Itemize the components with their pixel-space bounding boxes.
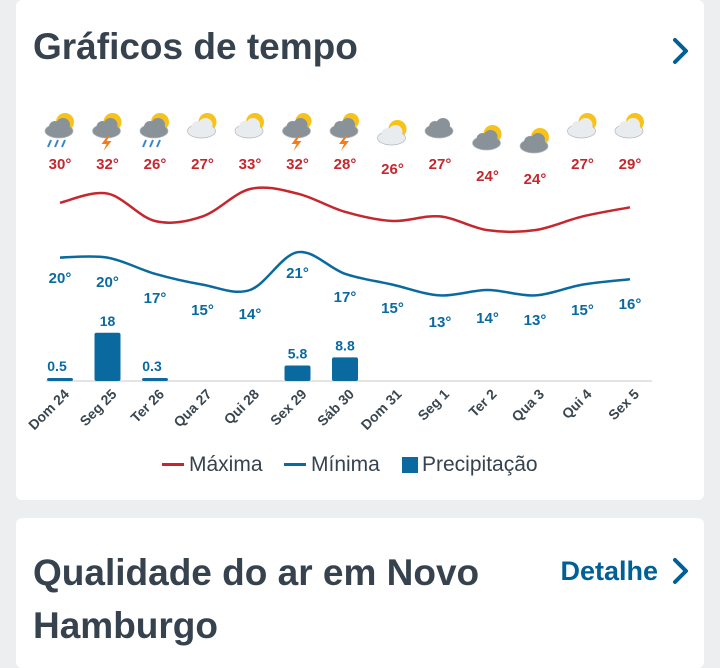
x-tick-label: Sáb 30 (314, 386, 357, 429)
chevron-right-icon[interactable] (670, 556, 692, 586)
precip-bar (47, 378, 73, 381)
max-temp-label: 29° (619, 156, 642, 173)
min-temp-label: 15° (191, 302, 214, 319)
max-temp-label: 28° (334, 156, 357, 173)
max-temp-label: 24° (524, 171, 547, 188)
chevron-right-icon[interactable] (670, 36, 692, 66)
max-temp-label: 26° (381, 161, 404, 178)
legend-swatch (162, 463, 184, 466)
weather-charts-title: Gráficos de tempo (33, 26, 358, 67)
precip-bar (142, 378, 168, 381)
partly-cloudy-icon (234, 113, 264, 139)
max-temp-label: 27° (429, 156, 452, 173)
cloudy-sun-icon (519, 128, 549, 154)
max-temp-label: 24° (476, 168, 499, 185)
legend-swatch (402, 457, 418, 473)
min-temp-label: 20° (96, 274, 119, 291)
legend-swatch (284, 463, 306, 466)
storm-sun-icon (92, 113, 122, 151)
precip-bar (94, 332, 121, 381)
x-tick-label: Sex 29 (267, 386, 310, 429)
precip-label: 5.8 (288, 345, 308, 361)
x-tick-label: Sex 5 (605, 386, 642, 423)
x-tick-label: Seg 25 (76, 386, 119, 429)
max-temp-label: 27° (571, 156, 594, 173)
min-temp-label: 17° (334, 289, 357, 306)
cloudy-sun-icon (472, 125, 502, 151)
x-tick-label: Qui 4 (559, 386, 595, 422)
max-temp-line (59, 186, 631, 234)
max-temp-label: 32° (286, 156, 309, 173)
x-tick-label: Qua 27 (170, 386, 214, 430)
air-quality-title: Qualidade do ar em Novo Hamburgo (33, 552, 480, 646)
x-tick-label: Qui 28 (221, 386, 263, 428)
max-temp-label: 33° (239, 156, 262, 173)
storm-icon (282, 113, 312, 151)
partly-cloudy-icon (377, 120, 407, 146)
precip-label: 0.5 (47, 358, 67, 374)
min-temp-line (59, 250, 631, 297)
min-temp-label: 14° (476, 310, 499, 327)
x-tick-label: Ter 26 (127, 386, 167, 426)
x-tick-label: Dom 24 (25, 386, 72, 433)
min-temp-label: 16° (619, 296, 642, 313)
min-temp-label: 20° (49, 270, 72, 287)
storm-icon (329, 113, 359, 151)
min-temp-label: 15° (571, 302, 594, 319)
min-temp-label: 21° (286, 265, 309, 282)
max-temp-label: 27° (191, 156, 214, 173)
legend-label: Mínima (311, 453, 380, 476)
cloudy-icon (424, 118, 454, 139)
legend-label: Precipitação (422, 453, 538, 476)
min-temp-label: 13° (429, 314, 452, 331)
legend-label: Máxima (189, 453, 263, 476)
precip-bar (284, 365, 311, 381)
rain-icon (139, 113, 169, 148)
partly-cloudy-icon (567, 113, 597, 139)
x-tick-label: Qua 3 (508, 386, 547, 425)
partly-cloudy-icon (187, 113, 217, 139)
max-temp-label: 26° (144, 156, 167, 173)
min-temp-label: 14° (239, 306, 262, 323)
weather-charts-card: Gráficos de tempo 0.5 18 0.3 5.8 8.8 30° 32° 26… (16, 0, 704, 500)
precip-label: 18 (100, 313, 116, 329)
min-temp-label: 17° (144, 290, 167, 307)
weather-chart: 0.5 18 0.3 5.8 8.8 30° 32° 26° 27° 33° 32° 28° 26° 27… (25, 113, 652, 476)
x-tick-label: Dom 31 (358, 386, 405, 433)
partly-cloudy-icon (614, 113, 644, 139)
precip-label: 8.8 (335, 337, 355, 353)
rain-sun-icon (44, 113, 74, 148)
air-quality-card: Qualidade do ar em Novo Hamburgo Detalhe (16, 518, 704, 668)
min-temp-label: 15° (381, 300, 404, 317)
max-temp-label: 30° (49, 156, 72, 173)
precip-bar (332, 357, 358, 381)
precip-label: 0.3 (142, 358, 162, 374)
min-temp-label: 13° (524, 312, 547, 329)
detail-link[interactable]: Detalhe (560, 556, 658, 586)
x-tick-label: Ter 2 (465, 386, 499, 420)
max-temp-label: 32° (96, 156, 119, 173)
x-tick-label: Seg 1 (414, 386, 452, 424)
